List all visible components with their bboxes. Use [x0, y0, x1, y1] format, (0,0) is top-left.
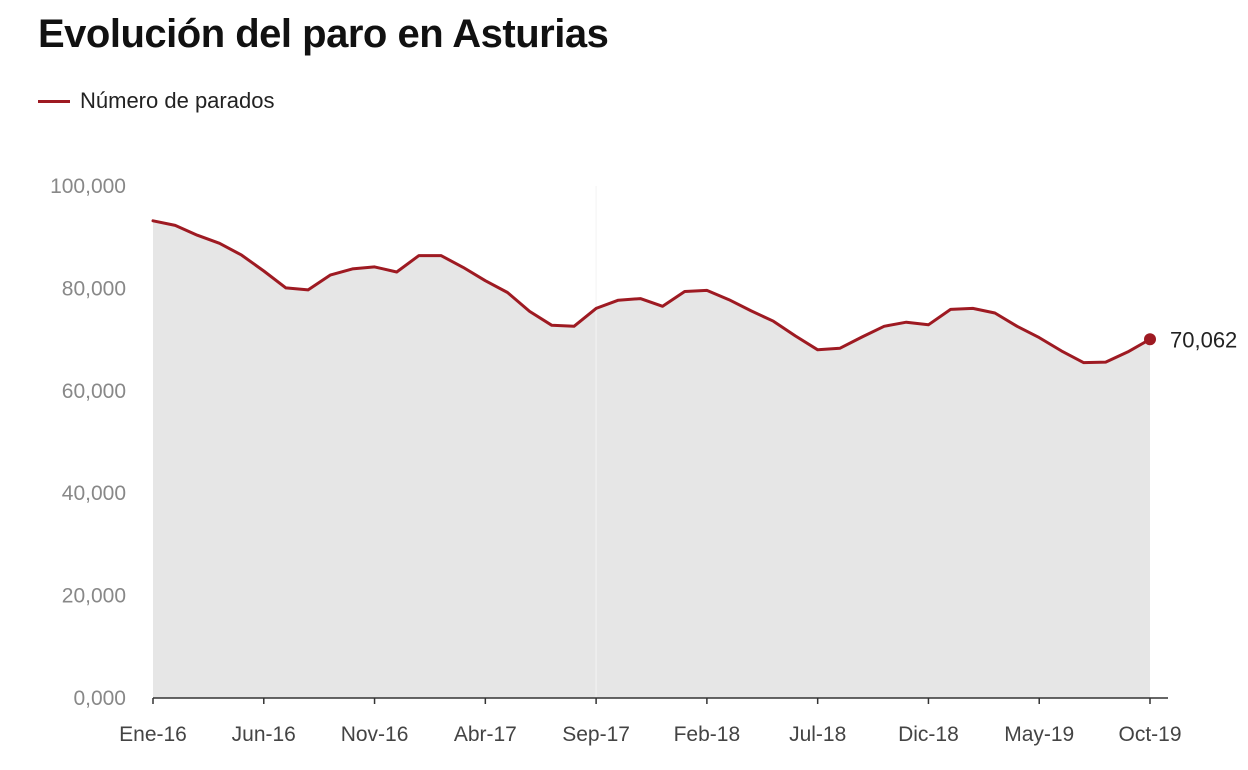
- legend-swatch: [38, 99, 70, 103]
- x-tick-label: May-19: [1004, 723, 1074, 746]
- y-tick-label: 40,000: [62, 482, 126, 505]
- legend: Número de parados: [38, 88, 274, 114]
- x-tick-label: Oct-19: [1118, 723, 1181, 746]
- series-area: [153, 220, 1150, 699]
- y-tick-label: 80,000: [62, 277, 126, 300]
- series-line: [151, 219, 1152, 365]
- y-tick-label: 60,000: [62, 380, 126, 403]
- end-value-label: 70,062: [1170, 327, 1237, 352]
- x-tick-label: Nov-16: [341, 723, 409, 746]
- y-tick-label: 0,000: [73, 687, 126, 710]
- x-tick-label: Jul-18: [789, 723, 846, 746]
- chart-title: Evolución del paro en Asturias: [38, 12, 609, 56]
- legend-label: Número de parados: [80, 88, 275, 113]
- y-tick-label: 20,000: [62, 585, 126, 608]
- end-point-marker: [1144, 333, 1156, 346]
- x-tick-label: Abr-17: [454, 723, 517, 746]
- x-tick-label: Dic-18: [898, 723, 959, 746]
- x-tick-label: Jun-16: [232, 723, 296, 746]
- y-tick-label: 100,000: [50, 175, 126, 198]
- x-tick-label: Ene-16: [119, 723, 187, 746]
- x-tick-label: Sep-17: [562, 723, 630, 746]
- x-tick-label: Feb-18: [674, 723, 741, 746]
